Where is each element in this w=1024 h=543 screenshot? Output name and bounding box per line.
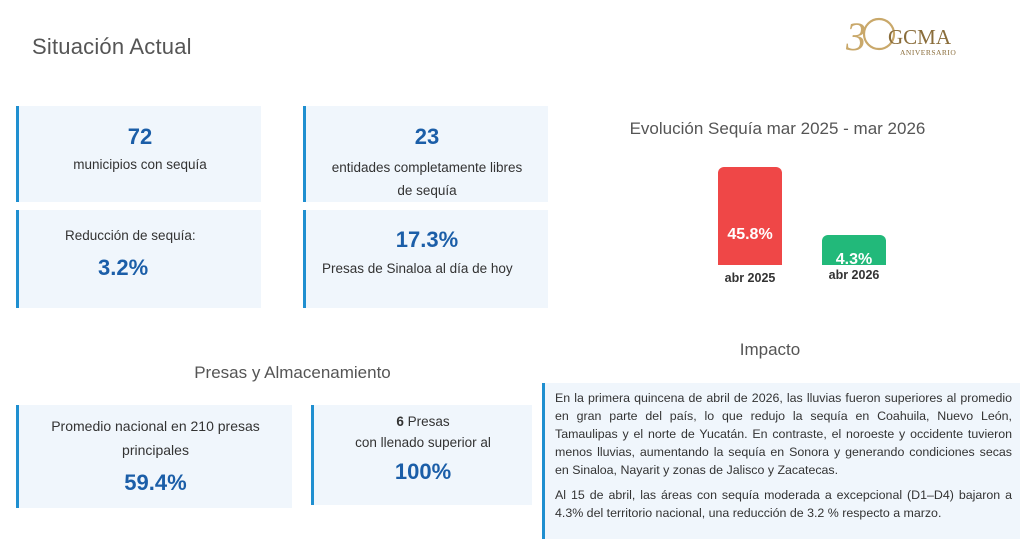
impact-paragraph-2: Al 15 de abril, las áreas con sequía mod… (555, 488, 1012, 520)
municipios-label: municipios con sequía (73, 157, 207, 172)
bar-abr-2025: 45.8% (718, 167, 782, 265)
entidades-value: 23 (414, 124, 440, 149)
promedio-value: 59.4% (124, 470, 187, 495)
promedio-label: Promedio nacional en 210 presas principa… (51, 418, 260, 458)
bar-value-label: 45.8% (727, 226, 773, 243)
presas-sinaloa-value: 17.3% (395, 227, 459, 252)
presas-count: 6 (396, 414, 404, 429)
reduccion-label: Reducción de sequía: (65, 228, 196, 243)
municipios-value: 72 (127, 124, 153, 149)
stat-card-reduccion: Reducción de sequía: 3.2% (16, 210, 261, 308)
presas-line-1: 6 Presas (314, 414, 532, 429)
stat-card-municipios: 72 municipios con sequía (16, 106, 261, 202)
impact-paragraph-1: En la primera quincena de abril de 2026,… (555, 391, 1012, 477)
presas-label-1: Presas (407, 414, 450, 429)
svg-text:3: 3 (846, 14, 866, 59)
storage-card-presas: 6 Presas con llenado superior al 100% (311, 405, 532, 505)
anniversary-logo: 3 GCMA ANIVERSARIO (846, 10, 976, 60)
storage-title: Presas y Almacenamiento (194, 363, 391, 382)
drought-evolution-chart: 45.8% abr 2025 4.3% abr 2026 (690, 160, 910, 290)
svg-text:ANIVERSARIO: ANIVERSARIO (900, 48, 956, 57)
page-title: Situación Actual (32, 34, 192, 59)
impact-box: En la primera quincena de abril de 2026,… (542, 383, 1020, 539)
reduccion-value: 3.2% (98, 255, 149, 280)
presas-sinaloa-label: Presas de Sinaloa al día de hoy (322, 261, 513, 276)
stat-card-entidades: 23 entidades completamente libres de seq… (303, 106, 548, 202)
entidades-label: entidades completamente libres de sequía (331, 160, 523, 198)
storage-card-promedio: Promedio nacional en 210 presas principa… (16, 405, 292, 508)
evolution-title: Evolución Sequía mar 2025 - mar 2026 (629, 119, 926, 138)
impact-title: Impacto (739, 340, 801, 359)
presas-label-2: con llenado superior al (355, 435, 491, 450)
bar-category-label: abr 2025 (724, 271, 776, 285)
svg-text:GCMA: GCMA (888, 25, 952, 49)
bar-category-label: abr 2026 (828, 268, 880, 282)
presas-value: 100% (394, 459, 452, 484)
stat-card-presas-sinaloa: 17.3% Presas de Sinaloa al día de hoy (303, 210, 548, 308)
bar-abr-2026: 4.3% (822, 235, 886, 268)
bar-value-label: 4.3% (835, 251, 873, 268)
